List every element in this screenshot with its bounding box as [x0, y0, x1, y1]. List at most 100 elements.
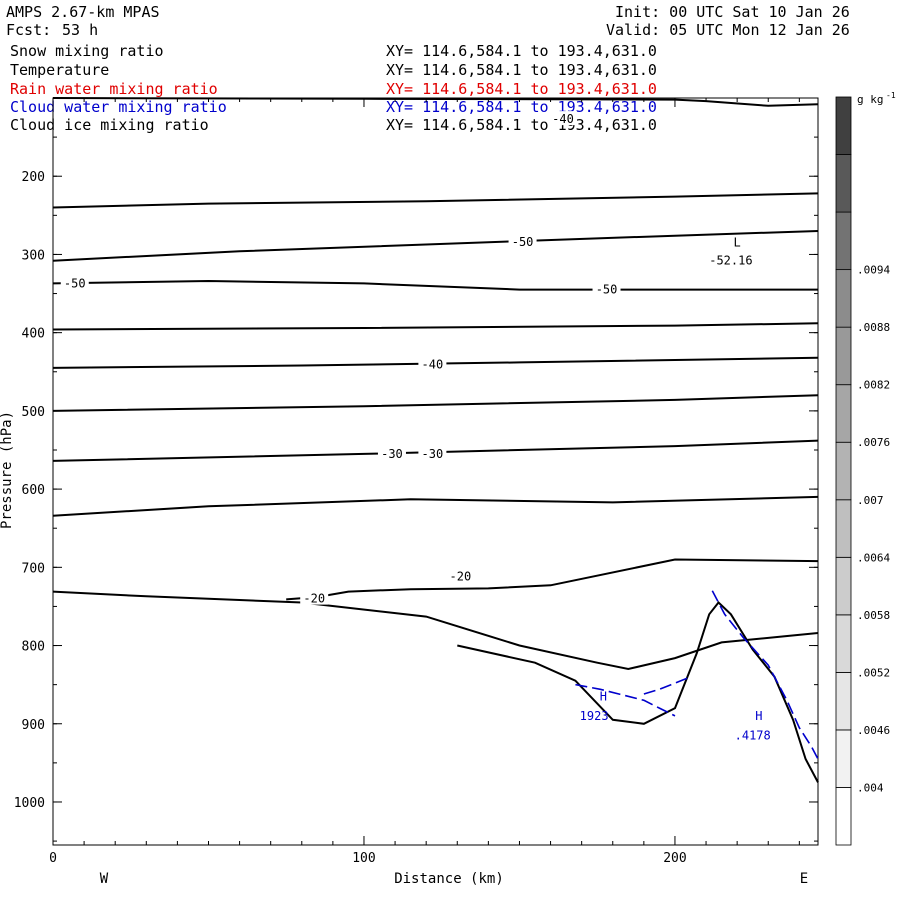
annotation-label: -52.16: [709, 254, 752, 268]
cloud-water-contour-line: [643, 676, 691, 695]
cloud-water-contour-line: [575, 683, 676, 717]
x-tick-label: 200: [663, 851, 686, 866]
field-name: Temperature: [10, 61, 110, 79]
temperature-contour-line: [52, 230, 819, 262]
contour-label-bg: [592, 281, 621, 296]
axes: 200 300 400 500 600 700 800 900 1000 0 100 200: [14, 98, 818, 866]
colorbar-level-label: .0046: [857, 724, 890, 737]
colorbar-swatch: [835, 384, 852, 443]
field-name: Cloud ice mixing ratio: [10, 116, 209, 134]
colorbar-unit-exponent: -1: [886, 91, 896, 100]
colorbar-swatch: [835, 326, 852, 386]
colorbar-level-label: .007: [857, 494, 884, 507]
terrain: [457, 601, 819, 783]
x-axis-label: Distance (km): [394, 871, 504, 887]
contour-label-bg: [549, 111, 577, 126]
contour-label-bg: [418, 445, 447, 460]
temperature-contour-line: [52, 356, 819, 369]
x-tick-label: 100: [352, 851, 375, 866]
contour-label: -50: [512, 235, 534, 249]
temperature-contour-line: [52, 192, 819, 209]
field-xy: XY= 114.6,584.1 to 193.4,631.0: [386, 61, 657, 79]
colorbar-swatch: [835, 787, 852, 846]
top-contour-line: [52, 97, 819, 107]
contour-label: -20: [450, 570, 472, 584]
contour-label-bg: [418, 356, 447, 371]
y-tick-label: 800: [22, 640, 45, 655]
colorbar-level-label: .0094: [857, 264, 890, 277]
annotation-label: .4178: [735, 728, 771, 742]
colorbar-swatch: [835, 154, 852, 213]
field-xy: XY= 114.6,584.1 to 193.4,631.0: [386, 80, 657, 98]
field-name: Cloud water mixing ratio: [10, 98, 227, 116]
cloud-water-contour-line: [711, 590, 819, 760]
forecast-label: Fcst:: [6, 21, 52, 39]
init-time: Init: 00 UTC Sat 10 Jan 26: [615, 3, 850, 21]
cloud-water-contours: [575, 590, 819, 760]
colorbar-swatch: [835, 671, 852, 731]
contour-label-bg: [300, 590, 329, 605]
colorbar-level-label: .0082: [857, 379, 890, 392]
temperature-contour-line: [52, 439, 819, 462]
colorbar-swatch: [835, 729, 852, 788]
y-tick-label: 300: [22, 248, 45, 263]
annotation-label: H: [755, 709, 762, 723]
field-xy: XY= 114.6,584.1 to 193.4,631.0: [386, 98, 657, 116]
y-axis-label: Pressure (hPa): [0, 411, 15, 529]
forecast-hours: 53 h: [62, 21, 99, 39]
colorbar-swatch: [835, 96, 852, 155]
y-tick-label: 900: [22, 718, 45, 733]
colorbar-swatch: [835, 441, 852, 501]
contour-label: -50: [596, 283, 618, 297]
x-tick-label: 0: [49, 851, 57, 866]
west-label: W: [100, 871, 109, 887]
contour-label-bg: [508, 233, 537, 248]
colorbar-swatch: [835, 499, 852, 558]
valid-time: Valid: 05 UTC Mon 12 Jan 26: [606, 21, 850, 39]
contour-label: -30: [381, 447, 403, 461]
y-tick-label: 200: [22, 170, 45, 185]
annotation-label: L: [734, 236, 741, 250]
contour-label-bg: [377, 445, 406, 460]
colorbar-level-label: .0076: [857, 436, 890, 449]
temperature-contours: [52, 97, 819, 671]
contour-label-bg: [60, 275, 89, 290]
model-title: AMPS 2.67-km MPAS: [6, 3, 160, 21]
plot-frame: [52, 97, 819, 846]
colorbar-swatch: [835, 211, 852, 271]
field-name: Snow mixing ratio: [10, 42, 164, 60]
colorbar-swatch: [835, 614, 852, 673]
temperature-contour-line: [52, 495, 819, 517]
contour-label: -50: [64, 276, 86, 290]
colorbar-level-label: .0088: [857, 321, 890, 334]
y-tick-label: 1000: [14, 796, 45, 811]
annotation-label: 1923: [580, 709, 609, 723]
contour-label: -20: [303, 592, 325, 606]
colorbar: .004 .0046 .0052 .0058 .0064 .007 .0076 .0082 .0…: [835, 91, 896, 846]
annotation-label: H: [600, 689, 607, 703]
field-xy: XY= 114.6,584.1 to 193.4,631.0: [386, 42, 657, 60]
field-name: Rain water mixing ratio: [10, 80, 218, 98]
colorbar-level-label: .004: [857, 781, 884, 794]
contour-label: -30: [422, 447, 444, 461]
temperature-contour-line: [52, 394, 819, 412]
temperature-contour-line: [286, 558, 819, 601]
temperature-contour-line: [52, 322, 819, 331]
colorbar-swatch: [835, 269, 852, 328]
y-tick-label: 400: [22, 327, 45, 342]
contour-label-bg: [446, 568, 475, 583]
y-tick-label: 600: [22, 483, 45, 498]
colorbar-swatch: [835, 556, 852, 616]
colorbar-level-label: .0064: [857, 551, 890, 564]
colorbar-unit: g kg: [857, 93, 884, 106]
contour-label: -40: [552, 112, 574, 126]
y-tick-label: 500: [22, 405, 45, 420]
y-tick-label: 700: [22, 561, 45, 576]
field-xy: XY= 114.6,584.1 to 193.4,631.0: [386, 116, 657, 134]
east-label: E: [800, 871, 808, 887]
temperature-contour-line: [52, 279, 818, 291]
terrain-profile-line: [457, 601, 819, 783]
contour-label: -40: [422, 358, 444, 372]
colorbar-level-label: .0058: [857, 609, 890, 622]
